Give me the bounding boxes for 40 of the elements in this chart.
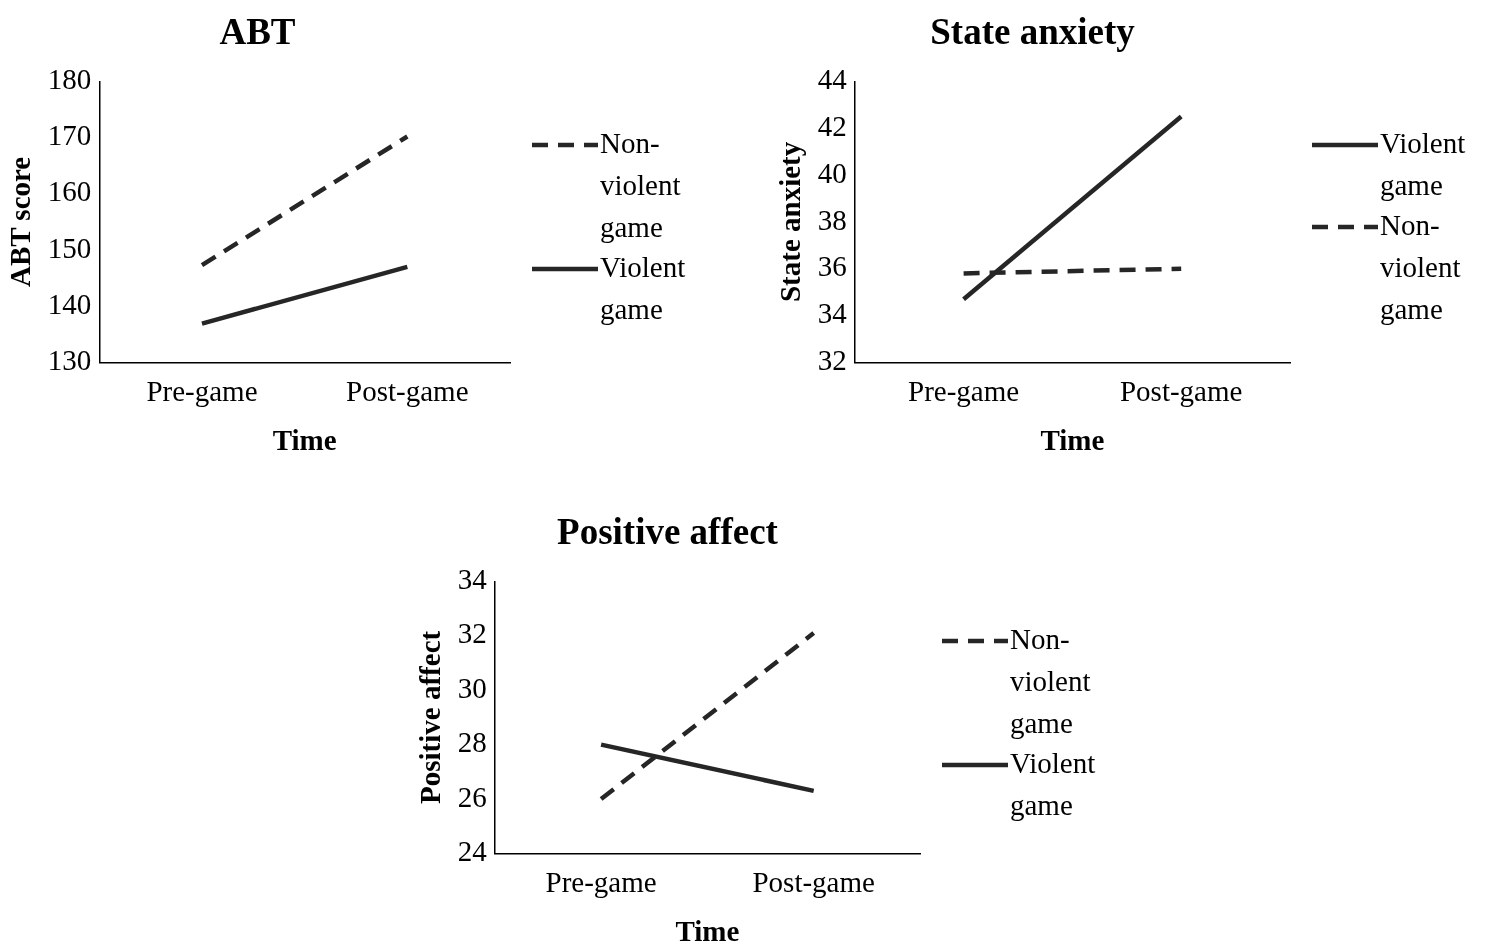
y-tick-label: 34 [457, 563, 488, 596]
legend-label: Non-violent game [1380, 208, 1462, 327]
y-tick-label: 170 [47, 119, 92, 152]
y-tick-label: 44 [817, 63, 848, 96]
y-tick-label: 32 [817, 344, 847, 377]
y-tick-label: 34 [817, 297, 848, 330]
x-tick-label: Pre-game [908, 375, 1020, 408]
x-tick-label: Post-game [1119, 375, 1243, 408]
x-tick-label: Post-game [346, 375, 469, 408]
y-tick-label: 140 [47, 287, 92, 320]
chart-title: State anxiety [930, 10, 1136, 52]
y-tick-label: 36 [817, 250, 847, 283]
y-tick-label: 42 [817, 109, 847, 142]
x-tick-label: Pre-game [146, 375, 258, 408]
y-tick-label: 28 [457, 726, 487, 759]
y-tick-label: 32 [457, 617, 487, 650]
y-tick-label: 150 [47, 231, 92, 264]
y-tick-label: 130 [47, 344, 92, 377]
y-axis-title: Positive affect [413, 630, 446, 804]
y-axis-title: State anxiety [773, 141, 806, 303]
legend-label: Violent game [1380, 126, 1467, 203]
x-tick-label: Post-game [752, 866, 875, 899]
y-tick-label: 26 [457, 780, 487, 813]
y-tick-label: 38 [817, 203, 847, 236]
x-axis-title: Time [272, 424, 337, 457]
y-tick-label: 24 [457, 835, 488, 868]
chart-title: Positive affect [557, 510, 779, 552]
legend-label: Violent game [600, 250, 687, 327]
y-tick-label: 160 [47, 175, 92, 208]
x-axis-title: Time [1040, 424, 1105, 457]
x-axis-title: Time [675, 915, 740, 948]
x-tick-label: Pre-game [545, 866, 657, 899]
y-axis-title: ABT score [3, 156, 36, 288]
y-tick-label: 40 [817, 156, 847, 189]
y-tick-label: 180 [47, 63, 92, 96]
chart-title: ABT [219, 10, 296, 52]
y-tick-label: 30 [457, 671, 487, 704]
legend-label: Violent game [1010, 745, 1097, 823]
legend-label: Non-violent game [1010, 621, 1092, 741]
legend-label: Non-violent game [600, 126, 682, 245]
